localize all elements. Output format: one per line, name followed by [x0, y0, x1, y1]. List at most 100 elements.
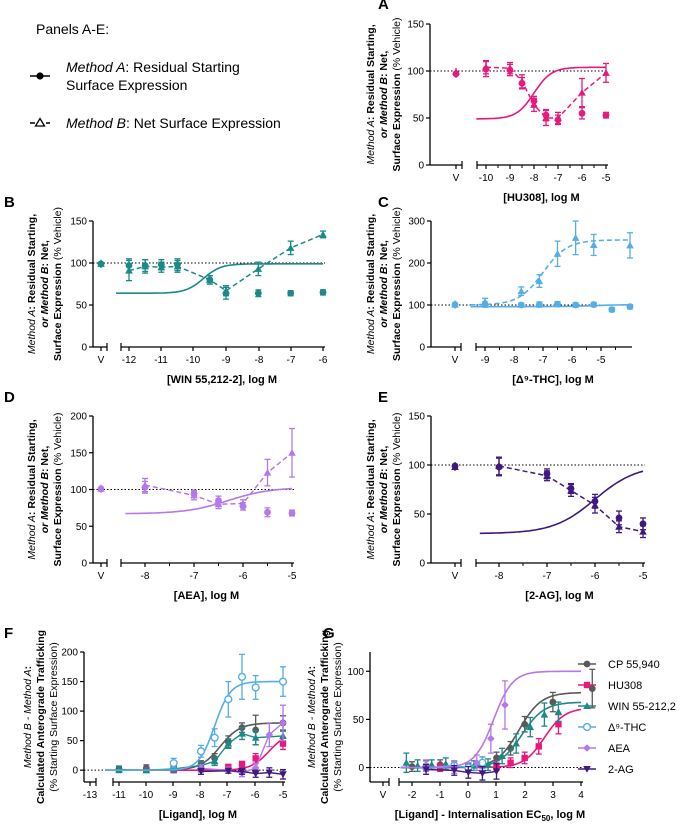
- data-point-b-1: [206, 276, 214, 283]
- data-point-d-1: [214, 500, 223, 508]
- y-title-line2: or Method B: Net,: [378, 446, 390, 534]
- data-point-g-2: [526, 723, 535, 731]
- y-tick-label-f: 100: [61, 707, 78, 718]
- x-tick-label-a: -10: [479, 173, 494, 184]
- y-title-bold: : Residual Starting,: [365, 214, 377, 310]
- y-title-italic: or Method B: [39, 472, 51, 534]
- x-tick-label-a: -8: [530, 173, 539, 184]
- x-axis-title-g: [Ligand] - Internalisation EC50, log M: [395, 809, 585, 823]
- y-tick-label-f: 50: [67, 736, 79, 747]
- panel-label-e: E: [378, 389, 388, 406]
- series-c-0: [451, 300, 634, 314]
- key-method-a-line1: Method A: Residual Starting: [66, 59, 240, 75]
- data-point-b-1: [254, 265, 263, 272]
- x-tick-label-f: -13: [83, 790, 98, 801]
- data-point-f-3: [210, 733, 219, 742]
- data-point-d-0: [264, 508, 271, 516]
- data-point-g-0: [408, 763, 416, 770]
- data-point-a-1: [506, 64, 514, 72]
- legend-label-0: CP 55,940: [608, 659, 660, 671]
- panel-b: B 0 50 100 150 V -12 -11 -10 -9 -8 -7 -6 [WIN 55,212-…: [4, 194, 328, 386]
- data-point-f-3: [278, 677, 288, 686]
- legend-marker-3: [582, 722, 592, 732]
- y-title-italic: or Method B: [378, 266, 390, 328]
- series-g-0: [400, 668, 596, 773]
- x-tick-label-a: -5: [602, 173, 611, 184]
- x-tick-label-f: -11: [112, 790, 126, 801]
- y-title-line2: or Method B: Net,: [39, 446, 51, 534]
- series-b-0: [97, 258, 327, 300]
- legend-marker-4: [583, 744, 591, 752]
- y-title-line3: Surface Expression (% Vehicle): [391, 412, 403, 566]
- fit-curve-f-3: [105, 680, 283, 771]
- y-title-bold: Surface Expression: [391, 263, 403, 361]
- y-title-line1: Method A: Residual Starting,: [365, 24, 377, 164]
- panel-d: D 0 50 100 150 200 V -8 -7 -6 -5 [AEA], log M Method…: [4, 389, 297, 602]
- x-axis-title-rest: , log M: [550, 809, 585, 821]
- data-point-g-2: [512, 739, 521, 747]
- y-tick-label-c: 0: [419, 343, 425, 354]
- x-tick-label-b: -9: [222, 355, 231, 366]
- y-tick-label-d: 50: [76, 522, 88, 533]
- y-title-italic: or Method B: [378, 472, 390, 534]
- data-point-g-0: [588, 685, 596, 692]
- panel-label-d: D: [4, 389, 15, 406]
- data-point-f-3: [196, 747, 206, 756]
- y-tick-label-d: 150: [70, 448, 87, 459]
- data-point-b-1: [157, 263, 166, 271]
- data-point-g-1: [535, 743, 542, 750]
- y-title-line2: or Method B: Net,: [378, 240, 390, 328]
- legend-item-2: WIN 55-212,2: [578, 701, 676, 713]
- data-point-g-2: [442, 759, 450, 767]
- data-point-d-1: [190, 491, 198, 499]
- y-tick-label-f: 200: [61, 648, 78, 659]
- x-tick-label-d: -8: [141, 571, 150, 582]
- x-tick-label-c: -8: [510, 355, 519, 366]
- y-tick-label-e: 50: [414, 510, 426, 521]
- fit-curve-c-1: [470, 239, 631, 306]
- data-point-e-1: [615, 522, 623, 530]
- y-title-bold: Surface Expression: [52, 263, 64, 361]
- data-point-f-2: [251, 733, 260, 741]
- data-point-a-0: [578, 109, 586, 117]
- data-point-c-0: [626, 303, 634, 311]
- y-title-bold: : Net,: [378, 51, 390, 77]
- x-tick-label-f: -7: [223, 790, 232, 801]
- legend-marker-5: [583, 765, 591, 773]
- data-point-g-5: [478, 770, 487, 778]
- x-tick-label-g: 1: [493, 790, 499, 801]
- data-point-f-3: [224, 695, 233, 704]
- x-tick-label-c: -6: [568, 355, 577, 366]
- y-title-italic: Method A: [26, 515, 38, 560]
- data-point-a-1: [518, 77, 526, 85]
- data-point-b-0: [287, 289, 295, 297]
- data-point-a-1: [530, 101, 538, 108]
- data-point-b-1: [173, 262, 182, 270]
- y-title-normal: (% Vehicle): [391, 412, 403, 468]
- y-title-normal: (% Vehicle): [52, 412, 64, 468]
- y-tick-label-a: 150: [407, 20, 424, 31]
- x-tick-label-g: 4: [578, 790, 584, 801]
- data-point-f-1: [252, 755, 259, 762]
- connector-f-4: [200, 722, 284, 774]
- data-point-g-2: [554, 707, 563, 715]
- y-tick-label-a: 50: [413, 114, 425, 125]
- data-point-f-3: [237, 672, 247, 681]
- y-tick-label-e: 100: [408, 461, 425, 472]
- legend-label-4: AEA: [608, 743, 631, 755]
- data-point-d-1: [288, 448, 296, 456]
- x-tick-label-f: -6: [251, 790, 260, 801]
- y-title-line1: Method A: Residual Starting,: [26, 419, 38, 559]
- legend-fg: CP 55,940 HU308 WIN 55-212,2 Δ⁹-THC AEA 2-AG: [578, 659, 676, 776]
- data-point-f-1: [279, 740, 287, 747]
- y-title-line3: Surface Expression (% Vehicle): [52, 412, 64, 566]
- series-b-1: [97, 230, 327, 297]
- y-title-italic: or Method B: [378, 77, 390, 139]
- data-point-e-1: [495, 462, 503, 470]
- x-tick-label-b: -8: [255, 355, 264, 366]
- data-point-f-4: [265, 730, 274, 739]
- y-tick-label-e: 0: [419, 559, 425, 570]
- y-title-line2: or Method B: Net,: [378, 51, 390, 139]
- y-title-bold: : Residual Starting,: [26, 214, 38, 310]
